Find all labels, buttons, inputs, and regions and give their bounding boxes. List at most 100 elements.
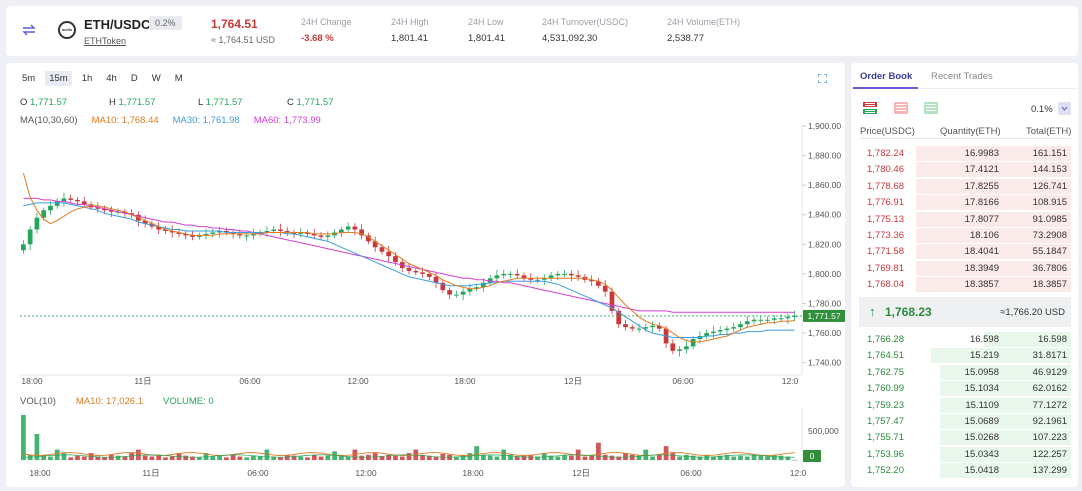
timeframe-W[interactable]: W [151, 73, 161, 84]
bid-row[interactable]: 1,766.28 16.598 16.598 [859, 331, 1071, 347]
bid-row[interactable]: 1,757.47 15.0689 92.1961 [859, 413, 1071, 429]
bid-row[interactable]: 1,760.99 15.1034 62.0162 [859, 380, 1071, 397]
bid-row[interactable]: 1,759.23 15.1109 77.1272 [859, 397, 1071, 413]
tab-order-book[interactable]: Order Book [860, 71, 913, 82]
ask-row[interactable]: 1,780.46 17.4121 144.153 [859, 161, 1071, 178]
candle-body [514, 273, 520, 276]
ask-row[interactable]: 1,771.58 18.4041 55.1847 [859, 243, 1071, 260]
ask-row[interactable]: 1,775.13 17.8077 91.0985 [859, 211, 1071, 227]
candle-body [169, 230, 175, 233]
stat-label: 24H Change [301, 17, 352, 27]
row-quantity: 17.8077 [964, 213, 999, 225]
timeframe-1h[interactable]: 1h [81, 73, 93, 84]
candle-body [21, 244, 26, 251]
token-link[interactable]: ETHToken [84, 36, 127, 46]
candle-body [352, 226, 358, 230]
ask-row[interactable]: 1,773.36 18.106 73.2908 [859, 227, 1071, 243]
ask-row[interactable]: 1,776.91 17.8166 108.915 [859, 194, 1071, 211]
row-price: 1,768.04 [867, 279, 904, 291]
candlestick-chart[interactable]: 1,900.00 1,880.00 1,860.00 1,840.00 1,820.00… [6, 63, 845, 487]
volume-bar [298, 456, 304, 460]
ohlc-key: L [198, 97, 203, 108]
pair-name[interactable]: ETH/USDC [84, 17, 151, 32]
ask-row[interactable]: 1,782.24 16.9983 161.151 [859, 145, 1071, 161]
row-price: 1,778.68 [867, 180, 904, 192]
ask-row[interactable]: 1,778.68 17.8255 126.741 [859, 178, 1071, 194]
tab-recent-trades[interactable]: Recent Trades [931, 71, 993, 82]
stat-value: 4,531,092.30 [542, 33, 598, 44]
volume-bar [629, 454, 635, 460]
stat-label: 24H Volume(ETH) [667, 17, 741, 27]
candle-body [271, 229, 277, 231]
bid-row[interactable]: 1,753.96 15.0343 122.257 [859, 446, 1071, 462]
bid-row[interactable]: 1,764.51 15.219 31.8171 [859, 347, 1071, 364]
timeframe-M[interactable]: M [174, 73, 183, 84]
volume-bar [251, 455, 256, 460]
volume-bar [149, 456, 155, 460]
volume-bar [41, 454, 47, 460]
row-quantity: 15.0689 [964, 416, 999, 427]
candle-body [711, 331, 716, 334]
candle-body [765, 319, 770, 321]
volume-bar [136, 449, 141, 460]
candle-body [264, 230, 270, 233]
swap-icon[interactable] [22, 23, 36, 37]
volume-bar [778, 455, 784, 460]
candle-body [751, 319, 757, 322]
candle-body [420, 272, 425, 274]
volume-bar [602, 454, 608, 460]
row-price: 1,766.28 [867, 334, 904, 345]
volume-bar [325, 455, 331, 460]
candle-body [108, 210, 114, 212]
view-asks-icon[interactable] [894, 102, 908, 114]
ask-row[interactable]: 1,769.81 18.3949 36.7806 [859, 260, 1071, 276]
timeframe-15m[interactable]: 15m [45, 71, 72, 86]
volume-bar [771, 454, 777, 460]
bid-row[interactable]: 1,755.71 15.0268 107.223 [859, 429, 1071, 446]
y-tick-label: 1,740.00 [808, 358, 841, 368]
candle-body [609, 291, 615, 311]
candle-body [257, 232, 263, 234]
volume-bar [690, 455, 696, 460]
ma30-line [23, 202, 795, 338]
volume-bar [284, 454, 290, 460]
row-price: 1,775.13 [867, 213, 904, 225]
candle-body [34, 217, 40, 230]
row-price: 1,782.24 [867, 148, 904, 159]
vol-x-tick-label: 18:00 [462, 468, 484, 478]
depth-bar [931, 348, 1071, 364]
precision-dropdown[interactable] [1058, 102, 1071, 115]
vol-x-tick-label: 18:00 [29, 468, 51, 478]
volume-bar [244, 457, 250, 460]
volume-bar [393, 455, 398, 460]
y-tick-label: 1,800.00 [808, 269, 841, 279]
row-total: 108.915 [1032, 197, 1067, 209]
candle-body [359, 229, 365, 236]
ohlc-key: H [109, 97, 116, 108]
active-tab-indicator [853, 87, 918, 89]
volume-bar [426, 455, 432, 460]
bid-row[interactable]: 1,752.20 15.0418 137.299 [859, 462, 1071, 479]
timeframe-5m[interactable]: 5m [22, 73, 36, 84]
timeframe-D[interactable]: D [130, 73, 138, 84]
candle-body [318, 235, 324, 237]
timeframe-4h[interactable]: 4h [106, 73, 117, 84]
ma-label: MA(10,30,60) [20, 115, 78, 126]
bid-row[interactable]: 1,762.75 15.0958 46.9129 [859, 364, 1071, 380]
candle-body [731, 327, 737, 329]
depth-bar [939, 381, 1071, 397]
row-total: 46.9129 [1032, 366, 1067, 378]
row-quantity: 15.0343 [964, 448, 999, 460]
volume-bar [278, 457, 283, 460]
row-price: 1,764.51 [867, 350, 904, 362]
token-logo-icon: metis [58, 21, 76, 39]
depth-bar [916, 195, 1071, 211]
row-total: 55.1847 [1032, 246, 1067, 258]
view-both-icon[interactable] [863, 102, 877, 114]
volume-bar [616, 456, 622, 460]
ask-row[interactable]: 1,768.04 18.3857 18.3857 [859, 276, 1071, 293]
row-total: 18.3857 [1032, 279, 1067, 291]
view-bids-icon[interactable] [924, 102, 938, 114]
candle-body [602, 285, 608, 292]
ohlc-value: 1,771.57 [30, 97, 68, 108]
